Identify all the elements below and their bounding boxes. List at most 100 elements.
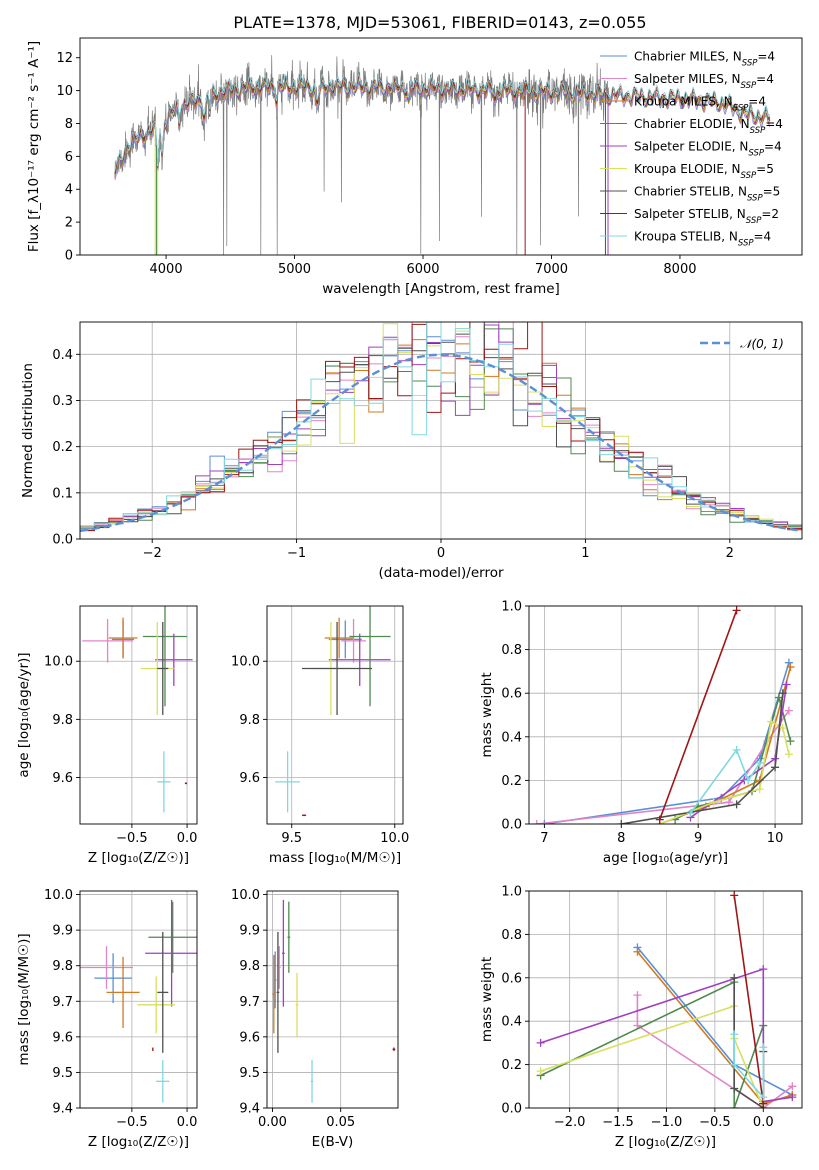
panel-spectrum: 4000 5000 6000 7000 8000 0 2 4 6 8 10 12 wavelength … bbox=[26, 37, 803, 297]
axes: 0.00 0.05 9.4 9.5 9.6 9.7 9.8 9.9 10.0 E(B-V) bbox=[231, 888, 399, 1150]
model-spectrum bbox=[114, 80, 771, 180]
y-tick-label: 9.6 bbox=[239, 771, 260, 786]
x-tick-label: −1 bbox=[287, 546, 306, 561]
x-tick-label: 0.0 bbox=[753, 1115, 774, 1130]
figure-title: PLATE=1378, MJD=53061, FIBERID=0143, z=0… bbox=[233, 13, 646, 32]
x-axis-label: E(B-V) bbox=[312, 1134, 354, 1150]
y-tick-label: 0.0 bbox=[501, 818, 522, 833]
series-marker bbox=[778, 724, 787, 733]
x-axis-label: age [log₁₀(age/yr)] bbox=[603, 850, 728, 866]
x-axis-label: Z [log₁₀(Z/Z☉)] bbox=[88, 850, 189, 866]
legend: 𝒩(0, 1) bbox=[700, 337, 784, 351]
axes-frame bbox=[266, 605, 404, 825]
legend-label: Chabrier STELIB, NSSP=5 bbox=[634, 185, 780, 204]
x-tick-label: 7 bbox=[540, 831, 548, 846]
plot-area bbox=[82, 606, 193, 813]
histogram-step bbox=[80, 322, 802, 529]
legend-label: 𝒩(0, 1) bbox=[740, 337, 784, 351]
axes-frame bbox=[79, 37, 803, 256]
x-tick-label: 9 bbox=[694, 831, 702, 846]
x-tick-label: 1 bbox=[581, 546, 589, 561]
y-tick-label: 4 bbox=[65, 183, 73, 198]
axes: −0.5 0.0 9.6 9.8 10.0 Z [log₁₀(Z/Z☉)] age [log… bbox=[16, 605, 198, 866]
series-line bbox=[540, 980, 765, 1108]
plot-area bbox=[272, 899, 396, 1103]
y-tick-label: 9.8 bbox=[52, 713, 73, 728]
series-marker bbox=[730, 1104, 739, 1108]
x-axis-label: wavelength [Angstrom, rest frame] bbox=[322, 281, 560, 297]
axes-frame bbox=[528, 605, 803, 825]
y-tick-label: 8 bbox=[65, 117, 73, 132]
series-marker bbox=[786, 663, 795, 672]
y-tick-label: 0.4 bbox=[501, 1015, 522, 1030]
series-marker bbox=[730, 1030, 739, 1039]
y-tick-label: 9.5 bbox=[52, 1066, 73, 1081]
y-tick-label: 0.4 bbox=[501, 730, 522, 745]
x-tick-label: −0.5 bbox=[116, 1115, 148, 1130]
y-tick-label: 0.2 bbox=[52, 440, 73, 455]
y-tick-label: 1.0 bbox=[501, 600, 522, 615]
series-marker bbox=[784, 658, 793, 667]
plot-area bbox=[275, 606, 391, 817]
x-axis-label: (data-model)/error bbox=[378, 565, 504, 581]
y-tick-label: 9.6 bbox=[239, 1030, 260, 1045]
series-line bbox=[658, 610, 738, 820]
x-tick-label: 0.00 bbox=[258, 1115, 287, 1130]
y-tick-label: 9.9 bbox=[239, 924, 260, 939]
x-tick-label: 0.0 bbox=[177, 831, 198, 846]
legend-label: Salpeter STELIB, NSSP=2 bbox=[634, 207, 779, 226]
series-marker bbox=[784, 750, 793, 759]
series-marker bbox=[755, 785, 764, 794]
x-tick-label: −0.5 bbox=[116, 831, 148, 846]
x-tick-label: 10 bbox=[767, 831, 784, 846]
x-tick-label: 8 bbox=[617, 831, 625, 846]
x-tick-label: 2 bbox=[726, 546, 734, 561]
x-tick-label: 9.5 bbox=[281, 831, 302, 846]
series-marker bbox=[732, 800, 741, 809]
series-marker bbox=[759, 1043, 768, 1052]
series-marker bbox=[778, 689, 787, 698]
y-tick-label: 0.8 bbox=[501, 928, 522, 943]
x-tick-label: 0 bbox=[437, 546, 445, 561]
axes: 4000 5000 6000 7000 8000 0 2 4 6 8 10 12 wavelength … bbox=[26, 37, 803, 297]
series-marker bbox=[782, 680, 791, 689]
y-tick-label: 6 bbox=[65, 150, 73, 165]
y-tick-label: 0.1 bbox=[52, 486, 73, 501]
plot-area bbox=[536, 891, 797, 1108]
series-marker bbox=[536, 1038, 545, 1047]
plot-area bbox=[532, 606, 795, 824]
y-tick-label: 1.0 bbox=[501, 885, 522, 900]
y-tick-label: 9.5 bbox=[239, 1066, 260, 1081]
series-marker bbox=[771, 763, 780, 772]
x-tick-label: −1.5 bbox=[602, 1115, 634, 1130]
x-tick-label: 6000 bbox=[406, 262, 439, 277]
y-tick-label: 9.7 bbox=[52, 995, 73, 1010]
legend-label: Kroupa MILES, NSSP=4 bbox=[634, 95, 766, 114]
series-line bbox=[689, 748, 761, 814]
y-tick-label: 9.7 bbox=[239, 995, 260, 1010]
y-axis-label: Normed distribution bbox=[20, 363, 36, 498]
y-tick-label: 9.6 bbox=[52, 771, 73, 786]
series-line bbox=[540, 967, 793, 1103]
x-tick-label: −0.5 bbox=[699, 1115, 731, 1130]
series-line bbox=[544, 662, 790, 824]
legend: Chabrier MILES, NSSP=4 Salpeter MILES, NS… bbox=[600, 50, 783, 249]
axes: −2.0 −1.5 −1.0 −0.5 0.0 0.0 0.2 0.4 0.6 0.8 1.0 Z [… bbox=[479, 885, 803, 1150]
axes: 7 8 9 10 0.0 0.2 0.4 0.6 0.8 1.0 age [log₁₀(age/yr… bbox=[479, 600, 803, 866]
y-tick-label: 0 bbox=[65, 249, 73, 264]
x-tick-label: 5000 bbox=[278, 262, 311, 277]
axes-frame bbox=[528, 890, 803, 1109]
series-marker bbox=[617, 820, 626, 824]
x-tick-label: 8000 bbox=[663, 262, 696, 277]
legend-label: Kroupa STELIB, NSSP=4 bbox=[634, 230, 771, 249]
x-tick-label: −2 bbox=[143, 546, 162, 561]
legend-label: Chabrier ELODIE, NSSP=4 bbox=[634, 117, 783, 136]
legend-label: Chabrier MILES, NSSP=4 bbox=[634, 50, 775, 69]
series-marker bbox=[786, 737, 795, 746]
series-marker bbox=[633, 991, 642, 1000]
series-marker bbox=[744, 776, 753, 785]
series-marker bbox=[724, 798, 733, 807]
y-tick-label: 0.3 bbox=[52, 394, 73, 409]
panel-age_vs_Z: −0.5 0.0 9.6 9.8 10.0 Z [log₁₀(Z/Z☉)] age [log… bbox=[16, 605, 198, 866]
